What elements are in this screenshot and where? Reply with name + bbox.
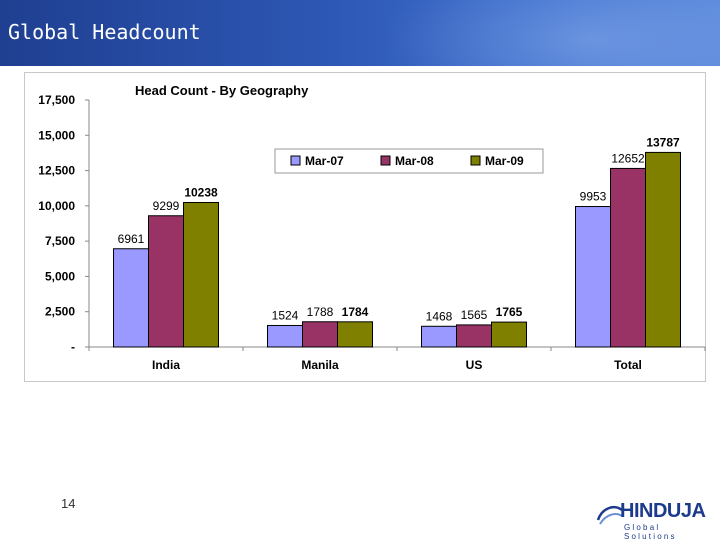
y-tick-label: 10,000 [38, 199, 75, 213]
data-label: 12652 [611, 151, 645, 165]
headcount-bar-chart: Head Count - By Geography - 2,500 5,000 7,50… [38, 83, 706, 372]
chart-frame: Head Count - By Geography - 2,500 5,000 7,50… [24, 72, 706, 382]
bar-mar-08 [610, 167, 646, 348]
header-band: Global Headcount [0, 0, 720, 66]
x-tick-label: US [466, 358, 483, 372]
header-glow [380, 0, 720, 66]
bar-mar-09 [645, 151, 681, 348]
data-label: 1524 [272, 308, 299, 322]
bar-mar-09 [491, 321, 527, 348]
legend-label: Mar-08 [395, 154, 434, 168]
y-tick-label: 5,000 [45, 269, 75, 283]
data-label: 1788 [307, 305, 334, 319]
page-number: 14 [61, 496, 76, 511]
data-label: 1765 [496, 305, 523, 319]
data-label: 6961 [118, 232, 145, 246]
bar-mar-08 [148, 215, 184, 348]
bar-mar-09 [183, 201, 219, 348]
legend-box [274, 148, 544, 174]
y-tick-label: - [71, 340, 75, 354]
slide-title: Global Headcount [8, 20, 201, 44]
hinduja-logo: HINDUJA Global Solutions [596, 500, 716, 540]
data-label: 9299 [153, 199, 180, 213]
data-label: 13787 [646, 135, 680, 149]
y-tick-label: 12,500 [38, 164, 75, 178]
y-tick-label: 17,500 [38, 93, 75, 107]
data-label: 10238 [184, 185, 218, 199]
legend-label: Mar-07 [305, 154, 344, 168]
y-tick-label: 7,500 [45, 234, 75, 248]
logo-name: HINDUJA [620, 500, 706, 522]
x-tick-label: Total [614, 358, 642, 372]
legend-swatch [290, 155, 301, 166]
data-label: 1468 [426, 309, 453, 323]
legend-swatch [470, 155, 481, 166]
data-label: 1565 [461, 308, 488, 322]
data-label: 9953 [580, 190, 607, 204]
legend-label: Mar-09 [485, 154, 524, 168]
y-tick-label: 2,500 [45, 305, 75, 319]
bar-mar-08 [456, 324, 492, 348]
bar-mar-09 [337, 321, 373, 348]
logo-swoosh-icon [596, 506, 623, 525]
logo-subtitle: Global Solutions [624, 523, 677, 540]
data-label: 1784 [342, 305, 369, 319]
bar-mar-07 [267, 324, 303, 348]
y-tick-label: 15,000 [38, 128, 75, 142]
x-tick-label: Manila [301, 358, 339, 372]
bar-mar-07 [421, 325, 457, 348]
x-tick-label: India [152, 358, 180, 372]
bar-mar-07 [575, 206, 611, 348]
chart-title: Head Count - By Geography [135, 83, 309, 98]
legend-swatch [380, 155, 391, 166]
bar-mar-07 [113, 248, 149, 348]
bar-mar-08 [302, 321, 338, 348]
